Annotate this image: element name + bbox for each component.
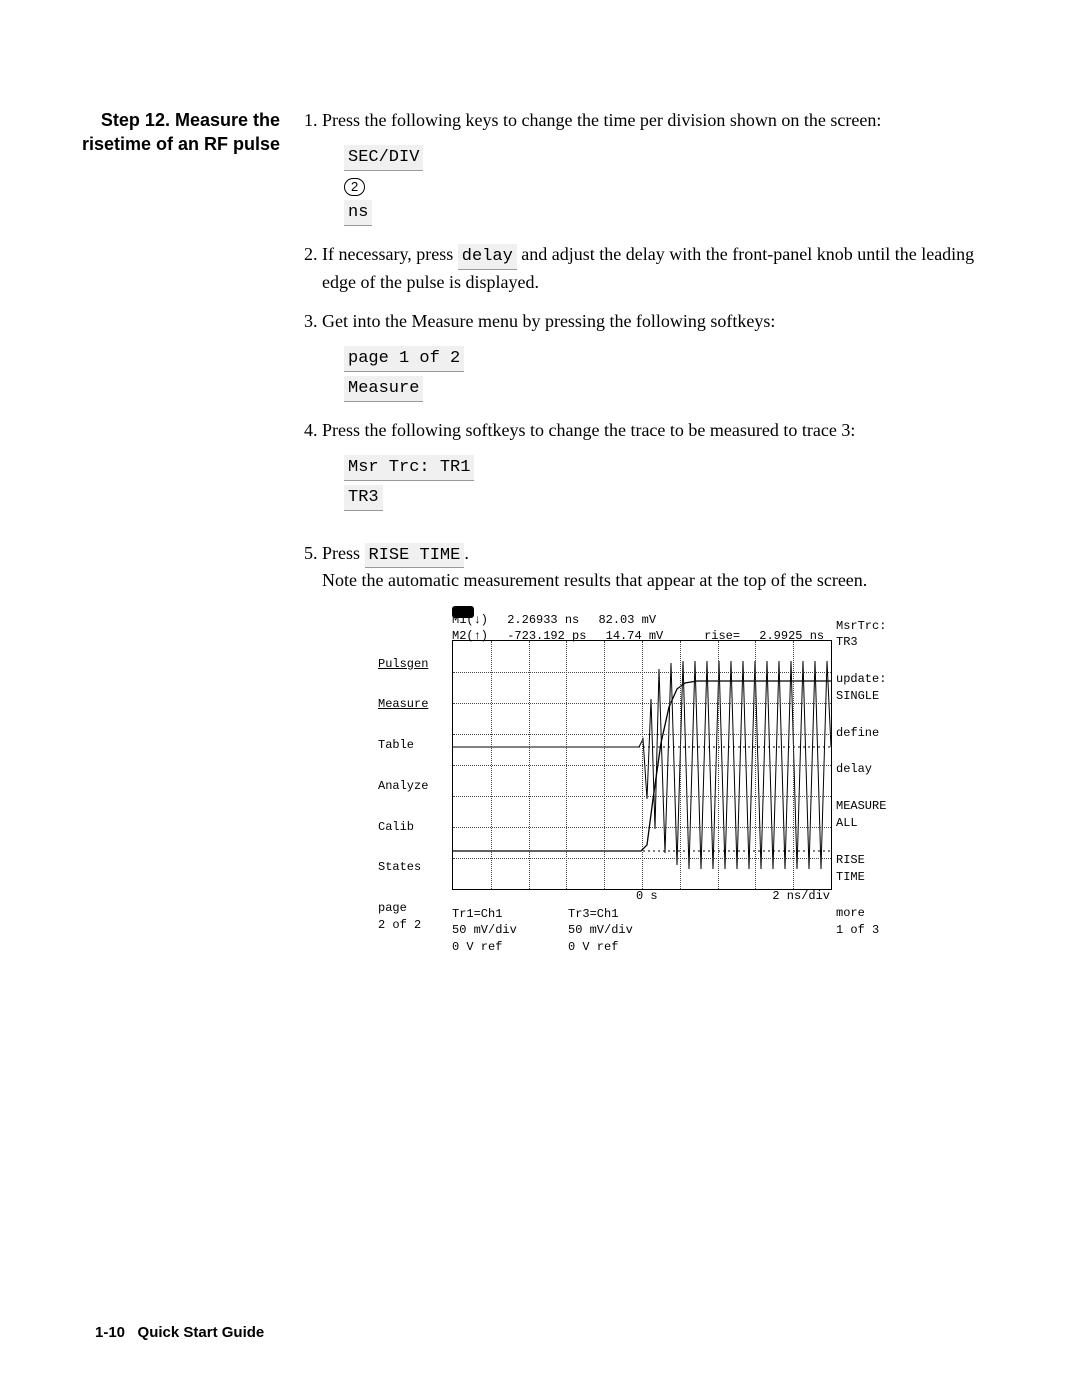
- menu-analyze: Analyze: [378, 778, 448, 795]
- body-column: Press the following keys to change the t…: [298, 108, 985, 948]
- menu-pulsgen: Pulsgen: [378, 656, 448, 673]
- r-rise-b: TIME: [836, 870, 865, 884]
- step-4: Press the following softkeys to change t…: [322, 418, 985, 513]
- step-5-pre: Press: [322, 543, 365, 563]
- figure-left-menu: Pulsgen Measure Table Analyze Calib Stat…: [378, 612, 448, 934]
- tr3-c: 0 V ref: [568, 940, 618, 954]
- r-delay: delay: [836, 761, 898, 778]
- oscilloscope-figure: M1(↓) 2.26933 ns 82.03 mV M2(↑) -723.192…: [378, 612, 898, 948]
- tr3-a: Tr3=Ch1: [568, 907, 618, 921]
- r-measure-a: MEASURE: [836, 799, 886, 813]
- hardkey-2: 2: [344, 178, 365, 196]
- menu-table: Table: [378, 737, 448, 754]
- scope-grid: [452, 640, 832, 890]
- step-list: Press the following keys to change the t…: [298, 108, 985, 594]
- footer-page: 1-10: [95, 1324, 125, 1341]
- step-1-keys: SEC/DIV 2 ns: [344, 143, 985, 228]
- menu-page-b: 2 of 2: [378, 918, 421, 932]
- step-3-text: Get into the Measure menu by pressing th…: [322, 311, 775, 331]
- r-msrtrc-b: TR3: [836, 635, 858, 649]
- r-more-b: 1 of 3: [836, 923, 879, 937]
- step-1: Press the following keys to change the t…: [322, 108, 985, 228]
- softkey-sec-div: SEC/DIV: [344, 145, 423, 171]
- softkey-page-1-of-2: page 1 of 2: [344, 346, 464, 372]
- softkey-rise-time: RISE TIME: [365, 543, 465, 569]
- step-5: Press RISE TIME. Note the automatic meas…: [322, 541, 985, 594]
- menu-page-a: page: [378, 901, 407, 915]
- menu-calib: Calib: [378, 819, 448, 836]
- m1-time: 2.26933 ns: [507, 613, 579, 627]
- r-measure-b: ALL: [836, 816, 858, 830]
- r-update-b: SINGLE: [836, 689, 879, 703]
- tr1-c: 0 V ref: [452, 940, 502, 954]
- m1-label: M1(↓): [452, 613, 488, 627]
- section-heading: Step 12. Measure the risetime of an RF p…: [80, 108, 280, 157]
- r-more-a: more: [836, 906, 865, 920]
- tr1-a: Tr1=Ch1: [452, 907, 502, 921]
- step-1-text: Press the following keys to change the t…: [322, 110, 881, 130]
- softkey-tr3: TR3: [344, 485, 383, 511]
- menu-measure: Measure: [378, 696, 448, 713]
- tr1-b: 50 mV/div: [452, 923, 517, 937]
- x-zero: 0 s: [636, 888, 658, 905]
- step-3-keys: page 1 of 2 Measure: [344, 344, 985, 404]
- footer-label: Quick Start Guide: [138, 1324, 265, 1341]
- m1-volt: 82.03 mV: [598, 613, 656, 627]
- tr3-b: 50 mV/div: [568, 923, 633, 937]
- r-rise-a: RISE: [836, 853, 865, 867]
- page-footer: 1-10 Quick Start Guide: [95, 1324, 264, 1341]
- softkey-delay: delay: [458, 244, 517, 270]
- step-4-keys: Msr Trc: TR1 TR3: [344, 453, 985, 513]
- step-2: If necessary, press delay and adjust the…: [322, 242, 985, 295]
- step-5-note: Note the automatic measurement results t…: [322, 570, 867, 590]
- r-msrtrc-a: MsrTrc:: [836, 619, 886, 633]
- step-5-post: .: [464, 543, 469, 563]
- step-3: Get into the Measure menu by pressing th…: [322, 309, 985, 404]
- step-2-pre: If necessary, press: [322, 244, 458, 264]
- step-4-text: Press the following softkeys to change t…: [322, 420, 855, 440]
- r-update-a: update:: [836, 672, 886, 686]
- softkey-msr-trc-tr1: Msr Trc: TR1: [344, 455, 474, 481]
- figure-right-menu: MsrTrc: TR3 update: SINGLE define delay …: [836, 618, 898, 960]
- menu-states: States: [378, 859, 448, 876]
- x-scale: 2 ns/div: [772, 888, 830, 905]
- r-define: define: [836, 725, 898, 742]
- softkey-measure: Measure: [344, 376, 423, 402]
- softkey-ns: ns: [344, 200, 372, 226]
- page: Step 12. Measure the risetime of an RF p…: [0, 0, 1080, 1397]
